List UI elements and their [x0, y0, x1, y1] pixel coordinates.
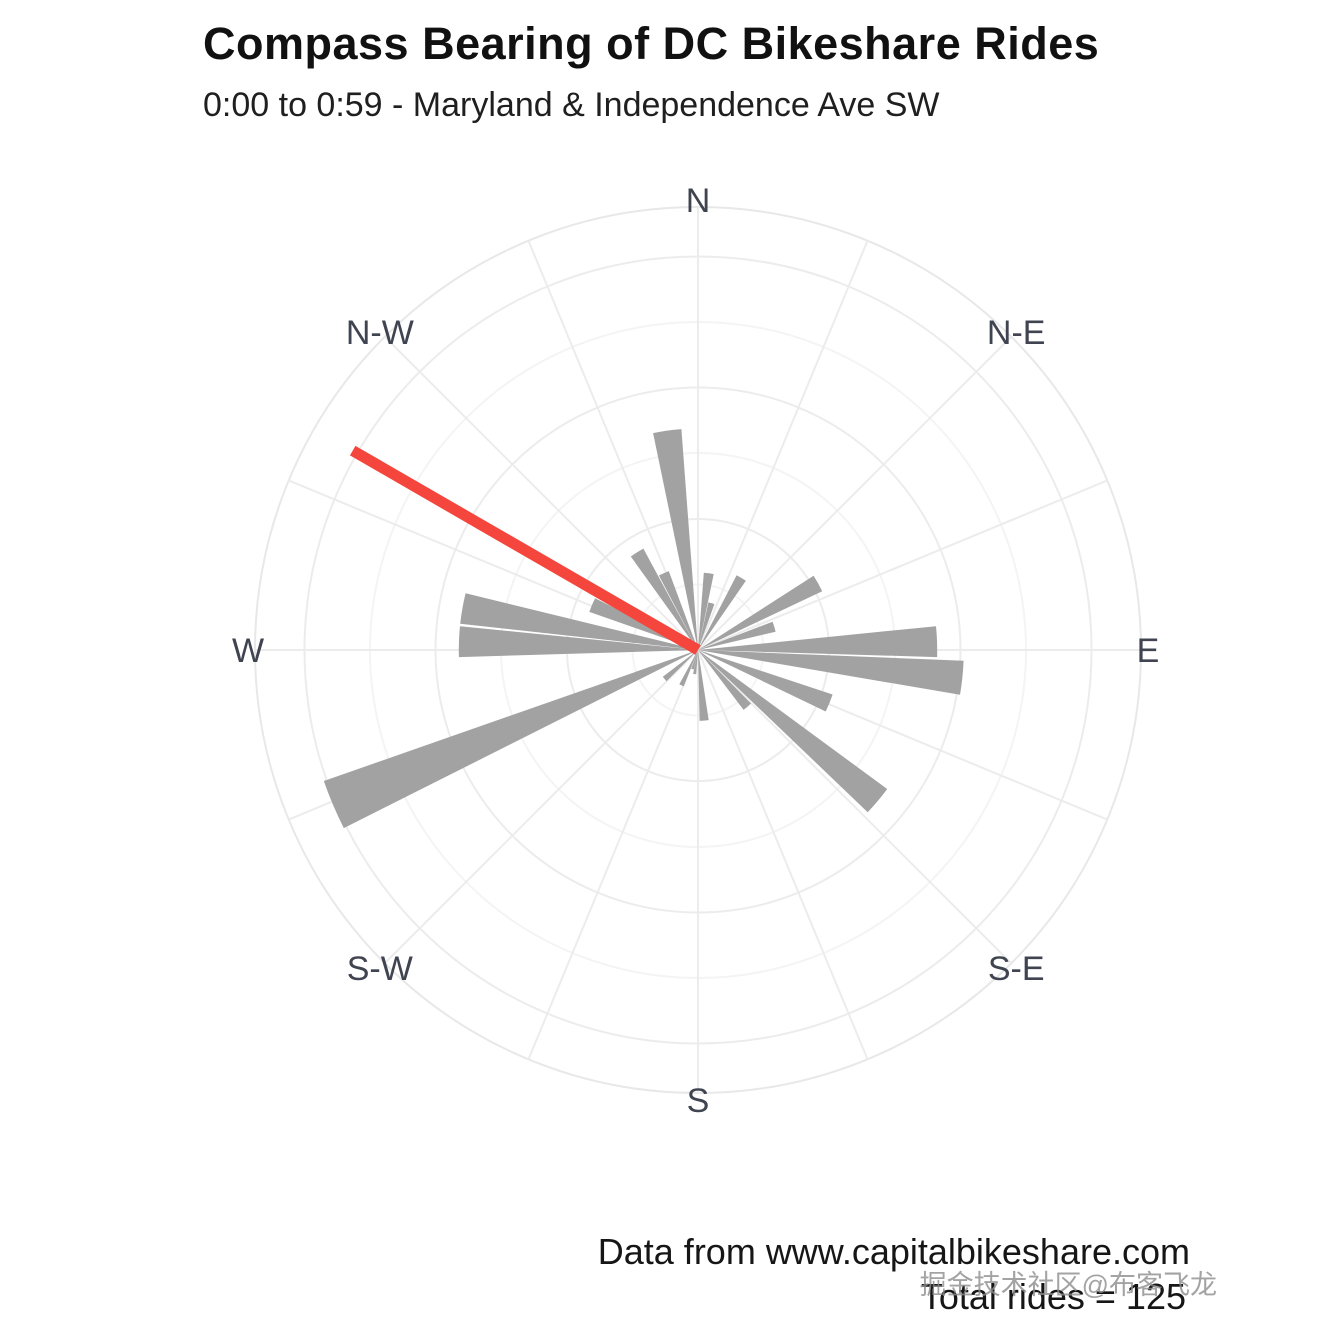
rose-bar — [460, 593, 698, 650]
compass-labels: N N-E E S-E S S-W W N-W — [232, 182, 1159, 1120]
grid-spoke — [697, 649, 869, 1060]
grid-spoke — [697, 649, 1012, 964]
rose-bar — [458, 626, 698, 658]
rose-bar — [662, 650, 698, 682]
rose-bars — [323, 429, 964, 829]
rose-bar — [698, 621, 776, 650]
chart-title: Compass Bearing of DC Bikeshare Rides — [203, 18, 1100, 69]
grid-spoke — [697, 336, 1012, 651]
rose-bar — [698, 650, 888, 813]
grid-spoke — [697, 479, 1108, 651]
rose-bar — [698, 650, 833, 712]
rose-bar — [323, 650, 698, 829]
rose-bar — [630, 548, 698, 650]
rose-bar — [658, 571, 698, 650]
rose-bar — [698, 626, 938, 658]
watermark-text: 掘金技术社区@布客飞龙 — [919, 1270, 1217, 1300]
compass-label-se: S-E — [988, 950, 1045, 988]
total-rides-caption: Total rides = 125 — [920, 1276, 1186, 1317]
chart-subtitle: 0:00 to 0:59 - Maryland & Independence A… — [203, 86, 940, 124]
rose-bar — [653, 429, 698, 650]
grid-spoke — [527, 649, 699, 1060]
compass-label-ne: N-E — [987, 314, 1046, 352]
grid-spoke — [697, 240, 869, 651]
rose-bar — [698, 575, 746, 650]
mean-bearing-group — [349, 445, 701, 655]
compass-label-sw: S-W — [347, 950, 413, 988]
rose-bar — [698, 650, 751, 710]
rose-bar — [698, 650, 709, 721]
rose-bar — [698, 575, 823, 650]
rose-bar — [698, 572, 714, 650]
rose-bar — [693, 650, 698, 675]
rose-bar — [679, 650, 698, 687]
grid-spoke — [384, 649, 699, 964]
rose-bar — [698, 602, 715, 650]
compass-label-s: S — [687, 1082, 710, 1120]
compass-label-nw: N-W — [346, 314, 414, 352]
compass-label-e: E — [1137, 632, 1160, 670]
rose-bar — [691, 650, 698, 670]
rose-bar — [698, 650, 964, 695]
data-source-caption: Data from www.capitalbikeshare.com — [597, 1231, 1190, 1272]
mean-bearing-line — [349, 445, 701, 655]
compass-label-w: W — [232, 632, 264, 670]
compass-label-n: N — [686, 182, 711, 220]
grid-spoke — [384, 336, 699, 651]
